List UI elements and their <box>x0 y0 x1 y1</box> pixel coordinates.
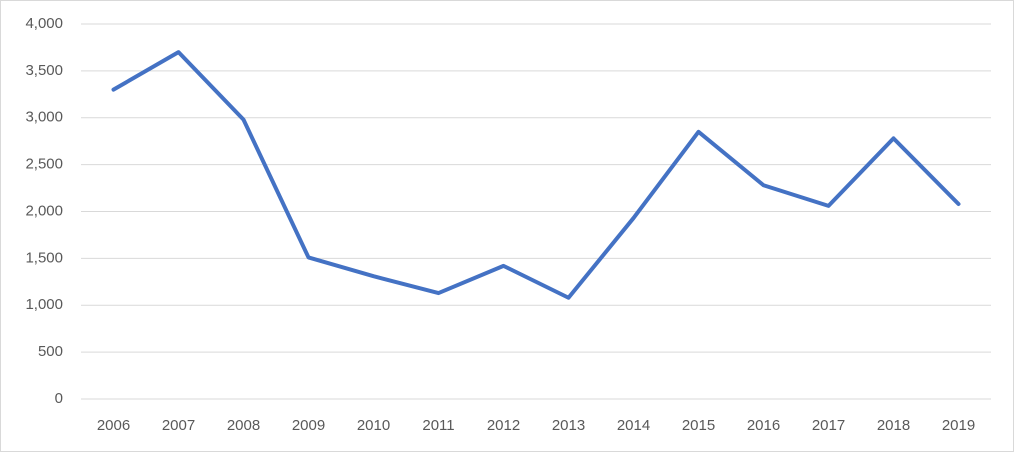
y-tick-label: 3,500 <box>25 62 63 79</box>
x-tick-label: 2011 <box>422 417 454 434</box>
x-tick-label: 2016 <box>747 417 780 434</box>
x-tick-label: 2006 <box>97 417 130 434</box>
x-tick-label: 2014 <box>617 417 650 434</box>
x-tick-label: 2015 <box>682 417 715 434</box>
y-tick-label: 0 <box>55 390 63 407</box>
x-tick-label: 2007 <box>162 417 195 434</box>
y-tick-label: 500 <box>38 343 63 360</box>
x-tick-label: 2013 <box>552 417 585 434</box>
x-tick-label: 2012 <box>487 417 520 434</box>
x-tick-label: 2017 <box>812 417 845 434</box>
y-tick-label: 1,500 <box>25 249 63 266</box>
x-tick-label: 2019 <box>942 417 975 434</box>
x-tick-label: 2018 <box>877 417 910 434</box>
x-tick-label: 2010 <box>357 417 390 434</box>
y-tick-label: 3,000 <box>25 109 63 126</box>
data-line <box>111 50 961 300</box>
y-tick-label: 2,000 <box>25 202 63 219</box>
y-tick-label: 4,000 <box>25 15 63 32</box>
y-tick-label: 1,000 <box>25 296 63 313</box>
x-tick-label: 2008 <box>227 417 260 434</box>
y-tick-label: 2,500 <box>25 156 63 173</box>
x-tick-label: 2009 <box>292 417 325 434</box>
